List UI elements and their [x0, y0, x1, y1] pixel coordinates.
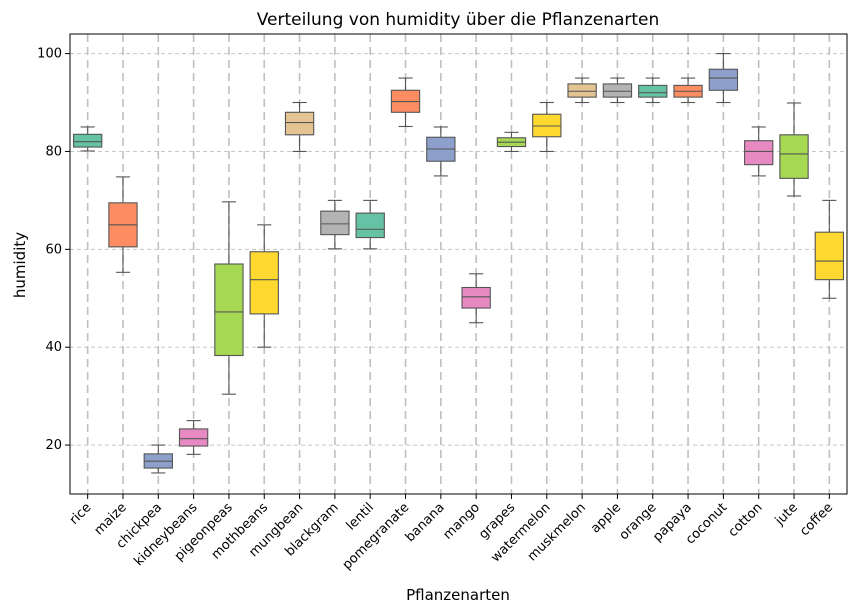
x-tick-label: jute: [772, 500, 801, 529]
box-iqr: [178, 428, 209, 447]
box-iqr: [72, 133, 103, 148]
box-mothbeans: [249, 224, 279, 348]
box-iqr: [602, 83, 633, 98]
box-iqr: [284, 111, 315, 136]
box-coffee: [814, 199, 845, 299]
box-iqr: [744, 140, 774, 166]
box-mango: [461, 273, 491, 324]
box-chickpea: [143, 444, 173, 474]
box-iqr: [249, 251, 279, 315]
box-iqr: [567, 83, 597, 98]
box-watermelon: [532, 101, 562, 152]
box-iqr: [461, 286, 491, 309]
box-iqr: [779, 134, 809, 179]
box-iqr: [355, 212, 385, 239]
x-tick-label: mango: [441, 500, 484, 543]
x-tick-label: rice: [67, 500, 95, 528]
box-pigeonpeas: [214, 201, 244, 395]
box-coconut: [708, 53, 739, 104]
y-tick-label: 20: [45, 438, 62, 453]
box-iqr: [214, 263, 244, 357]
box-jute: [779, 102, 809, 197]
box-iqr: [320, 210, 350, 236]
box-grapes: [496, 131, 527, 152]
box-cotton: [744, 126, 774, 177]
box-maize: [108, 176, 138, 273]
plot-frame: [69, 33, 848, 495]
box-muskmelon: [567, 77, 597, 104]
x-axis-label: Pflanzenarten: [406, 586, 510, 604]
box-papaya: [673, 77, 703, 104]
grid-lines: [70, 34, 847, 494]
box-iqr: [638, 84, 668, 98]
chart-title: Verteilung von humidity über die Pflanze…: [257, 10, 660, 30]
box-lentil: [355, 199, 385, 250]
y-tick-label: 60: [45, 242, 62, 257]
box-mungbean: [284, 101, 315, 152]
box-blackgram: [320, 199, 350, 250]
y-tick-label: 100: [37, 47, 62, 62]
y-axis-label: humidity: [11, 232, 29, 298]
x-tick-label: coffee: [797, 500, 836, 539]
box-series: [72, 53, 845, 474]
x-tick-label: banana: [403, 500, 448, 545]
box-pomegranate: [390, 77, 421, 128]
box-orange: [638, 77, 668, 104]
box-kidneybeans: [178, 420, 209, 455]
box-iqr: [814, 231, 845, 281]
y-tick-label: 40: [45, 340, 62, 355]
box-banana: [426, 126, 456, 177]
box-rice: [72, 126, 103, 152]
box-apple: [602, 77, 633, 104]
x-tick-label: cotton: [726, 500, 766, 540]
box-iqr: [708, 68, 739, 91]
y-tick-label: 80: [45, 144, 62, 159]
